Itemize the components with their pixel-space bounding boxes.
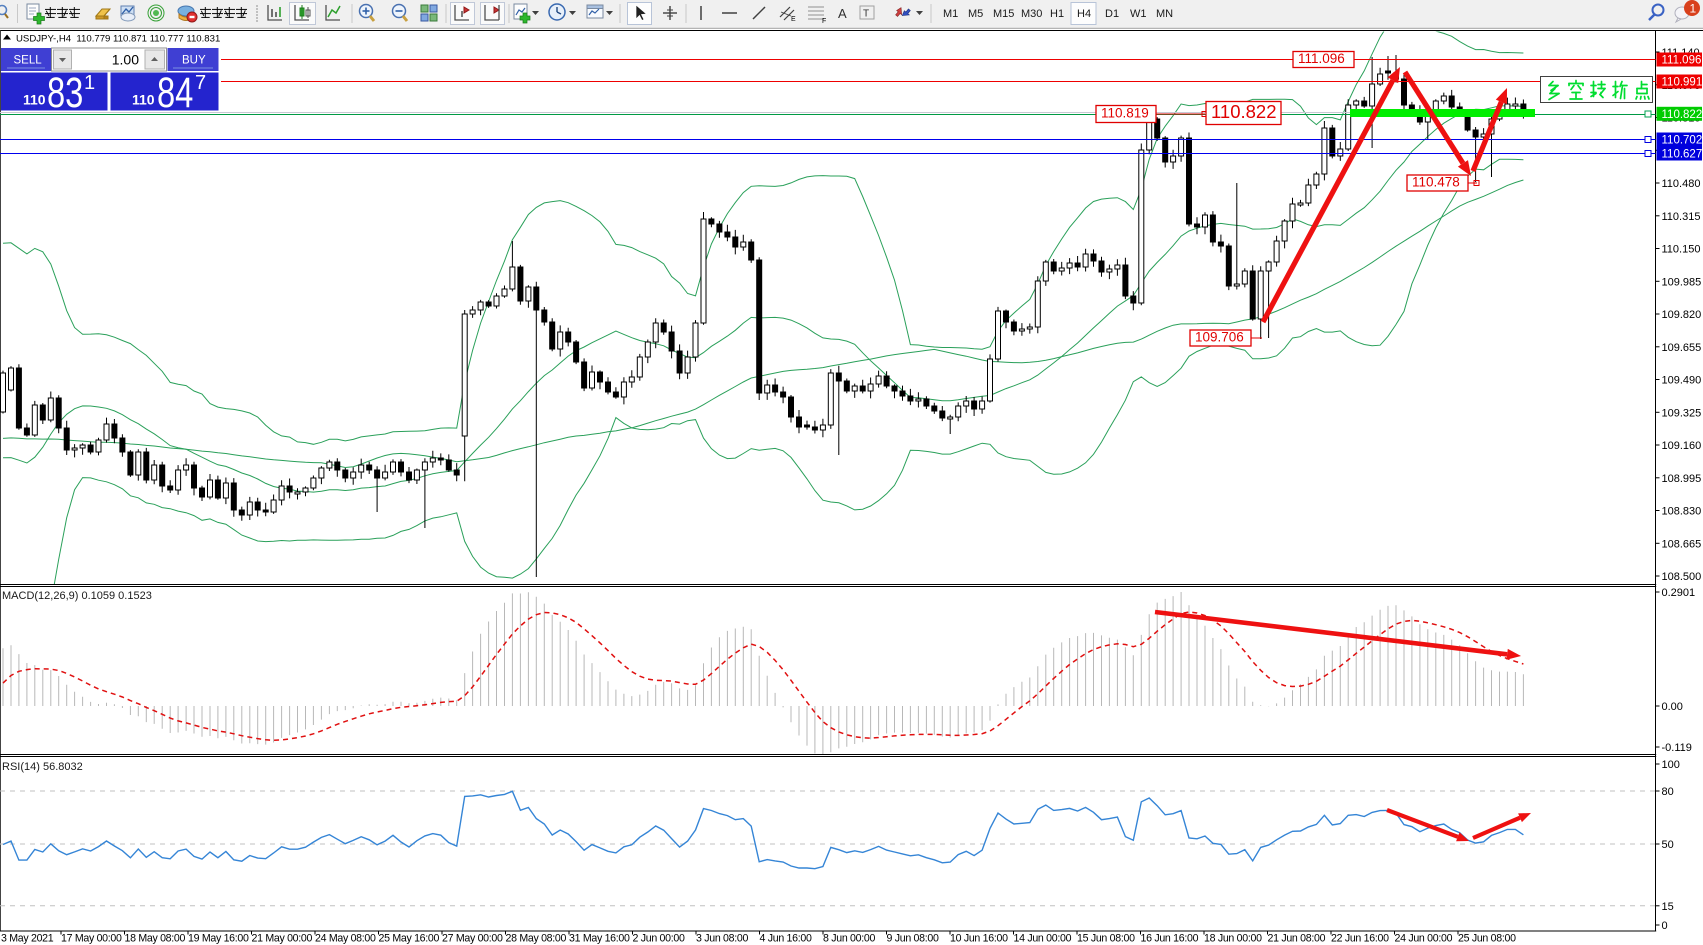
svg-text:110.480: 110.480 — [1662, 178, 1701, 190]
svg-text:4 Jun 16:00: 4 Jun 16:00 — [760, 933, 812, 945]
svg-text:80: 80 — [1662, 786, 1674, 798]
svg-text:3 May 2021: 3 May 2021 — [1, 933, 54, 945]
svg-text:3 Jun 08:00: 3 Jun 08:00 — [696, 933, 748, 945]
svg-text:15: 15 — [1662, 901, 1674, 913]
svg-text:USDJPY-,H4 110.779 110.871 11: USDJPY-,H4 110.779 110.871 110.777 110.8… — [16, 34, 220, 45]
svg-text:1.00: 1.00 — [112, 52, 139, 68]
svg-text:RSI(14) 56.8032: RSI(14) 56.8032 — [2, 761, 83, 773]
svg-text:25 Jun 08:00: 25 Jun 08:00 — [1458, 933, 1516, 945]
svg-text:M30: M30 — [1021, 8, 1042, 20]
svg-text:1: 1 — [1690, 2, 1697, 16]
svg-text:110.819: 110.819 — [1101, 106, 1149, 121]
svg-text:9 Jun 08:00: 9 Jun 08:00 — [887, 933, 939, 945]
svg-text:15 Jun 08:00: 15 Jun 08:00 — [1077, 933, 1135, 945]
svg-text:109.490: 109.490 — [1662, 375, 1702, 387]
svg-text:50: 50 — [1662, 839, 1674, 851]
svg-text:F: F — [822, 18, 826, 25]
svg-text:110: 110 — [23, 92, 46, 108]
svg-text:110.822: 110.822 — [1211, 101, 1277, 122]
svg-text:21 Jun 08:00: 21 Jun 08:00 — [1268, 933, 1326, 945]
svg-text:110.822: 110.822 — [1662, 109, 1703, 121]
svg-text:108.665: 108.665 — [1662, 538, 1702, 550]
svg-text:16 Jun 16:00: 16 Jun 16:00 — [1141, 933, 1199, 945]
svg-text:18 May 08:00: 18 May 08:00 — [125, 933, 186, 945]
svg-text:0.00: 0.00 — [1662, 701, 1683, 713]
svg-text:17 May 00:00: 17 May 00:00 — [61, 933, 122, 945]
svg-text:110.627: 110.627 — [1662, 149, 1703, 161]
svg-text:MACD(12,26,9) 0.1059 0.1523: MACD(12,26,9) 0.1059 0.1523 — [2, 590, 152, 602]
svg-text:108.830: 108.830 — [1662, 506, 1702, 518]
svg-text:109.655: 109.655 — [1662, 342, 1702, 354]
svg-text:28 May 08:00: 28 May 08:00 — [506, 933, 567, 945]
svg-text:21 May 00:00: 21 May 00:00 — [252, 933, 313, 945]
svg-text:T: T — [863, 9, 869, 20]
svg-text:110.702: 110.702 — [1662, 135, 1703, 147]
svg-text:84: 84 — [157, 69, 193, 117]
svg-text:110.315: 110.315 — [1662, 211, 1701, 223]
svg-text:18 Jun 00:00: 18 Jun 00:00 — [1204, 933, 1262, 945]
svg-text:14 Jun 00:00: 14 Jun 00:00 — [1014, 933, 1072, 945]
svg-text:24 May 08:00: 24 May 08:00 — [315, 933, 376, 945]
svg-text:111.096: 111.096 — [1662, 55, 1702, 67]
svg-text:31 May 16:00: 31 May 16:00 — [569, 933, 630, 945]
svg-text:0.2901: 0.2901 — [1662, 587, 1696, 599]
svg-text:M15: M15 — [993, 8, 1014, 20]
svg-text:MN: MN — [1156, 8, 1173, 20]
svg-text:109.160: 109.160 — [1662, 440, 1702, 452]
svg-text:2 Jun 00:00: 2 Jun 00:00 — [633, 933, 685, 945]
svg-text:22 Jun 16:00: 22 Jun 16:00 — [1331, 933, 1389, 945]
svg-text:H4: H4 — [1077, 8, 1091, 20]
svg-text:BUY: BUY — [182, 55, 206, 67]
svg-text:100: 100 — [1662, 759, 1680, 771]
svg-text:109.325: 109.325 — [1662, 407, 1702, 419]
svg-text:25 May 16:00: 25 May 16:00 — [379, 933, 440, 945]
svg-text:110: 110 — [132, 92, 155, 108]
svg-text:110.478: 110.478 — [1412, 175, 1460, 190]
svg-text:83: 83 — [47, 69, 83, 117]
svg-text:8 Jun 00:00: 8 Jun 00:00 — [823, 933, 875, 945]
svg-text:SELL: SELL — [14, 55, 43, 67]
svg-text:1: 1 — [84, 72, 95, 94]
svg-text:H1: H1 — [1050, 8, 1064, 20]
svg-text:M5: M5 — [968, 8, 983, 20]
svg-text:A: A — [838, 6, 847, 21]
svg-text:M1: M1 — [943, 8, 958, 20]
svg-text:D1: D1 — [1105, 8, 1119, 20]
svg-text:19 May 16:00: 19 May 16:00 — [188, 933, 249, 945]
svg-text:-0.119: -0.119 — [1662, 742, 1692, 754]
svg-text:E: E — [791, 16, 796, 23]
svg-text:W1: W1 — [1130, 8, 1147, 20]
svg-text:108.995: 108.995 — [1662, 473, 1702, 485]
svg-text:110.150: 110.150 — [1662, 244, 1701, 256]
svg-text:10 Jun 16:00: 10 Jun 16:00 — [950, 933, 1008, 945]
svg-text:111.096: 111.096 — [1298, 51, 1345, 66]
svg-text:108.500: 108.500 — [1662, 571, 1702, 583]
svg-text:109.820: 109.820 — [1662, 309, 1702, 321]
svg-text:7: 7 — [195, 72, 206, 94]
svg-text:109.706: 109.706 — [1195, 330, 1244, 345]
svg-text:27 May 00:00: 27 May 00:00 — [442, 933, 503, 945]
svg-text:110.991: 110.991 — [1662, 77, 1703, 89]
svg-text:109.985: 109.985 — [1662, 276, 1702, 288]
svg-text:0: 0 — [1662, 920, 1668, 932]
svg-text:24 Jun 00:00: 24 Jun 00:00 — [1395, 933, 1453, 945]
